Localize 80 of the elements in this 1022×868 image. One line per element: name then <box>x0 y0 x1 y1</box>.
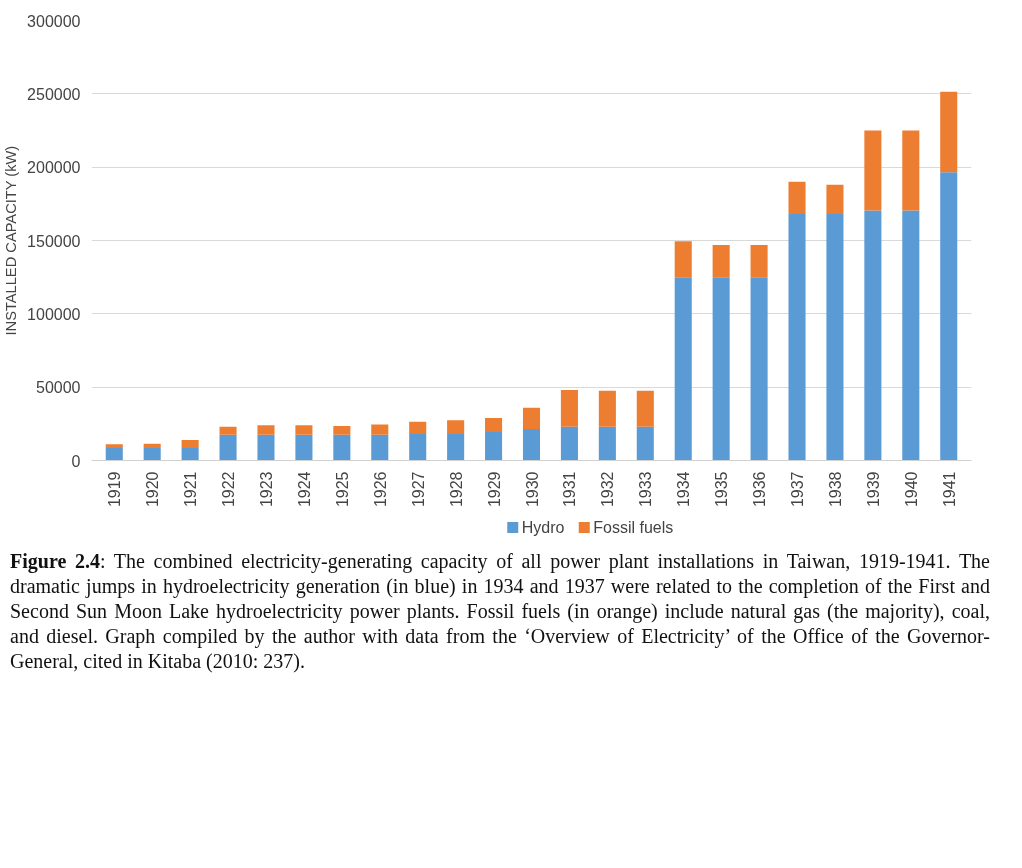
x-tick-label: 1924 <box>295 471 313 508</box>
bar <box>864 210 882 461</box>
bar <box>902 130 920 211</box>
legend-label: Fossil fuels <box>593 519 674 536</box>
bar <box>560 390 578 427</box>
bar <box>826 214 844 461</box>
y-tick-label: 150000 <box>27 232 81 250</box>
bar <box>712 244 730 278</box>
bar <box>333 434 351 461</box>
bar <box>447 434 465 461</box>
bar <box>522 428 541 461</box>
bar <box>143 448 161 461</box>
bar <box>940 91 958 173</box>
y-tick-label: 200000 <box>27 159 81 177</box>
x-tick-label: 1928 <box>447 471 465 508</box>
x-tick-label: 1926 <box>371 471 389 508</box>
bar <box>105 444 123 449</box>
x-tick-label: 1934 <box>675 471 693 508</box>
bar <box>409 434 427 461</box>
x-tick-label: 1930 <box>523 471 541 508</box>
bar <box>864 130 882 211</box>
x-tick-label: 1936 <box>751 471 769 508</box>
x-tick-label: 1923 <box>257 471 275 508</box>
legend-label: Hydro <box>521 519 565 536</box>
x-tick-label: 1919 <box>106 471 124 508</box>
y-tick-label: 300000 <box>27 12 81 30</box>
bar <box>485 417 503 432</box>
bar <box>826 184 844 215</box>
bar <box>560 426 578 461</box>
bar <box>750 277 768 461</box>
x-tick-label: 1940 <box>902 471 920 508</box>
bar <box>712 277 730 461</box>
bar <box>674 277 692 461</box>
x-tick-label: 1932 <box>599 471 617 508</box>
bar <box>295 425 313 435</box>
bar <box>750 244 768 278</box>
x-tick-label: 1931 <box>561 471 579 508</box>
bar <box>333 426 351 435</box>
bar <box>257 434 275 461</box>
y-tick-label: 0 <box>71 452 81 470</box>
bar <box>598 390 616 427</box>
bar <box>636 390 654 427</box>
bar <box>940 172 958 461</box>
bar <box>219 434 237 461</box>
bar <box>522 407 541 429</box>
bar <box>788 181 806 215</box>
x-tick-label: 1939 <box>864 471 882 508</box>
bar <box>105 448 123 461</box>
bar <box>371 424 389 435</box>
y-axis-title: INSTALLED CAPACITY (kW) <box>3 145 20 336</box>
bar <box>219 426 237 435</box>
bar <box>181 448 199 461</box>
bar <box>295 434 313 461</box>
x-tick-label: 1937 <box>789 471 807 508</box>
x-tick-label: 1938 <box>826 471 844 508</box>
bar <box>674 241 692 278</box>
y-tick-label: 100000 <box>27 305 81 323</box>
x-tick-label: 1921 <box>182 471 200 508</box>
bar <box>447 420 465 435</box>
x-tick-label: 1922 <box>220 471 238 508</box>
x-tick-label: 1920 <box>144 471 162 508</box>
x-tick-label: 1935 <box>713 471 731 508</box>
bar <box>485 431 503 461</box>
bar <box>636 426 654 461</box>
y-tick-label: 250000 <box>27 85 81 103</box>
bar <box>409 421 427 435</box>
x-tick-label: 1925 <box>333 471 351 508</box>
y-tick-label: 50000 <box>36 379 81 397</box>
bar <box>257 425 275 435</box>
bar <box>371 434 389 461</box>
x-tick-label: 1929 <box>485 471 503 508</box>
bar <box>143 443 161 449</box>
bar <box>181 439 199 449</box>
bar <box>788 214 806 461</box>
bar <box>902 210 920 461</box>
x-tick-label: 1933 <box>637 471 655 508</box>
caption: Figure 2.4: The combined electricity-generating capacity of all power plant installations in Taiwan, 1919-1941. The dramatic jumps in hydroelectricity generation (in blue) in 1934 and 1937 were related to the completion of the First and Second Sun Moon Lake hydroelectricity power plants. Fossil fuels (in orange) include natural gas (the majority), coal, and diesel. Graph compiled by the author with data from the ‘Overview of Electricity’ of the Office of the Governor-General, cited in Kitaba (2010: 237). <box>10 549 990 674</box>
bar <box>598 426 616 461</box>
x-tick-label: 1941 <box>940 471 958 508</box>
x-tick-label: 1927 <box>409 471 427 508</box>
